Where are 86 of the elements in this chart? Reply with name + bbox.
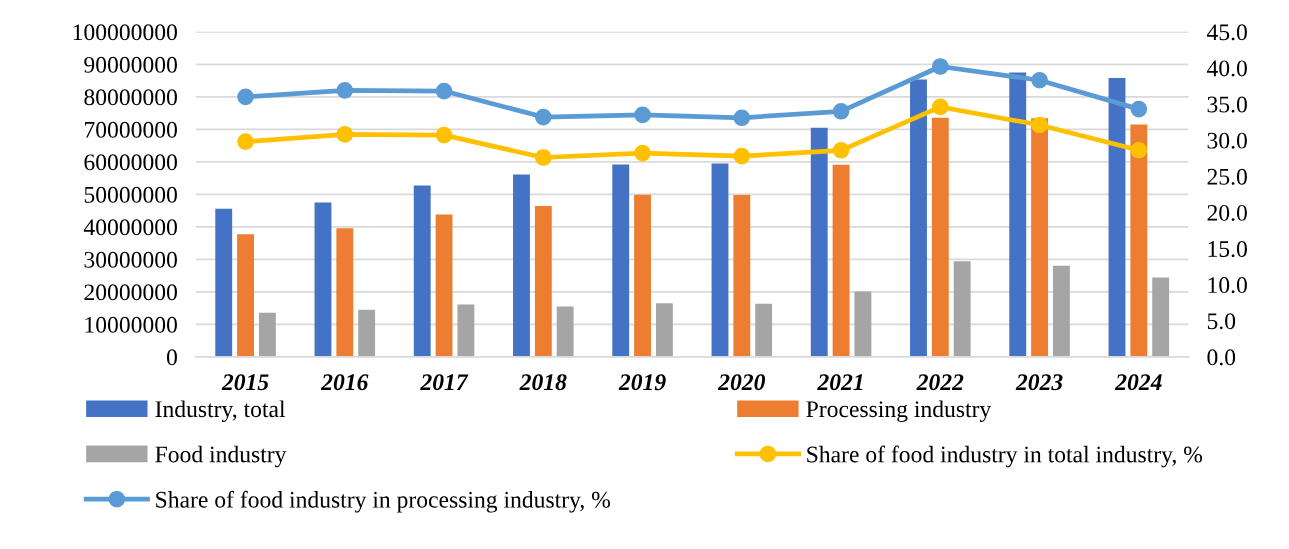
bar bbox=[1031, 118, 1049, 357]
point bbox=[832, 141, 850, 159]
y2-tick-label: 5.0 bbox=[1207, 313, 1236, 330]
legend-label: Industry, total bbox=[155, 400, 286, 423]
x-tick-label: 2022 bbox=[916, 374, 964, 391]
bar bbox=[435, 214, 453, 357]
bar bbox=[258, 312, 276, 357]
point bbox=[435, 126, 453, 144]
bar bbox=[655, 303, 673, 357]
y2-tick-label: 40.0 bbox=[1206, 60, 1247, 77]
point bbox=[1031, 116, 1048, 134]
y-tick-label: 10000000 bbox=[85, 316, 177, 333]
point bbox=[832, 102, 850, 120]
y2-tick-label: 45.0 bbox=[1206, 24, 1247, 41]
bar bbox=[711, 163, 729, 357]
bar bbox=[534, 206, 552, 357]
x-tick-label: 2024 bbox=[1114, 374, 1162, 391]
y-tick-label: 0 bbox=[166, 349, 177, 366]
point bbox=[1031, 71, 1048, 89]
bar bbox=[854, 291, 872, 357]
point bbox=[534, 108, 552, 126]
bar bbox=[358, 309, 376, 357]
y-tick-label: 30000000 bbox=[84, 251, 177, 268]
legend-label: Food industry bbox=[155, 445, 287, 468]
point bbox=[931, 98, 949, 116]
bar bbox=[513, 174, 530, 357]
bar bbox=[931, 117, 949, 357]
y2-tick-label: 35.0 bbox=[1207, 96, 1247, 113]
point bbox=[931, 58, 949, 75]
y2-tick-label: 30.0 bbox=[1207, 132, 1247, 149]
x-tick-label: 2016 bbox=[320, 374, 369, 391]
bar bbox=[634, 194, 651, 357]
point bbox=[534, 149, 552, 166]
bar bbox=[314, 202, 332, 357]
bar bbox=[1152, 277, 1170, 357]
bar bbox=[237, 234, 254, 357]
point bbox=[634, 144, 651, 162]
y-tick-label: 100000000 bbox=[73, 24, 177, 41]
bar bbox=[413, 185, 431, 357]
x-tick-label: 2017 bbox=[420, 374, 469, 391]
point bbox=[733, 147, 751, 165]
bar bbox=[556, 306, 574, 357]
y-tick-label: 70000000 bbox=[84, 121, 177, 138]
y-tick-label: 50000000 bbox=[84, 186, 177, 203]
x-tick-label: 2020 bbox=[717, 374, 766, 391]
bar bbox=[336, 228, 354, 357]
point bbox=[336, 126, 354, 143]
bar bbox=[953, 261, 971, 357]
bar bbox=[755, 303, 773, 357]
bar bbox=[832, 164, 850, 357]
bar bbox=[910, 79, 927, 357]
bar bbox=[457, 304, 475, 357]
bar bbox=[1052, 265, 1070, 357]
point bbox=[733, 109, 751, 127]
y2-tick-label: 25.0 bbox=[1207, 168, 1247, 185]
legend-label: Share of food industry in total industry, % bbox=[807, 445, 1203, 468]
bar bbox=[810, 127, 828, 357]
x-tick-label: 2019 bbox=[618, 374, 666, 391]
bar bbox=[1130, 124, 1148, 357]
point bbox=[336, 82, 354, 99]
bar bbox=[733, 195, 751, 357]
x-tick-label: 2023 bbox=[1015, 374, 1063, 391]
legend-label: Share of food industry in processing industry, % bbox=[156, 490, 611, 513]
y2-tick-label: 15.0 bbox=[1208, 241, 1247, 258]
point bbox=[237, 133, 254, 150]
y2-tick-label: 10.0 bbox=[1208, 277, 1247, 294]
y-tick-label: 60000000 bbox=[84, 154, 177, 171]
bar bbox=[1009, 72, 1027, 357]
point bbox=[1130, 141, 1148, 159]
bar bbox=[1108, 77, 1126, 357]
x-tick-label: 2018 bbox=[519, 374, 567, 391]
point bbox=[634, 106, 651, 124]
y-tick-label: 40000000 bbox=[83, 219, 177, 236]
x-tick-label: 2015 bbox=[221, 374, 269, 391]
y2-tick-label: 20.0 bbox=[1207, 204, 1247, 221]
bar bbox=[612, 164, 630, 357]
point bbox=[1130, 100, 1148, 118]
y2-tick-label: 0.0 bbox=[1207, 349, 1236, 366]
point bbox=[237, 88, 254, 106]
y-tick-label: 20000000 bbox=[84, 284, 177, 301]
bar bbox=[215, 208, 233, 357]
x-tick-label: 2021 bbox=[817, 374, 863, 391]
y-tick-label: 90000000 bbox=[84, 56, 177, 73]
y-tick-label: 80000000 bbox=[84, 89, 177, 106]
legend-label: Processing industry bbox=[806, 400, 992, 423]
point bbox=[435, 82, 453, 100]
